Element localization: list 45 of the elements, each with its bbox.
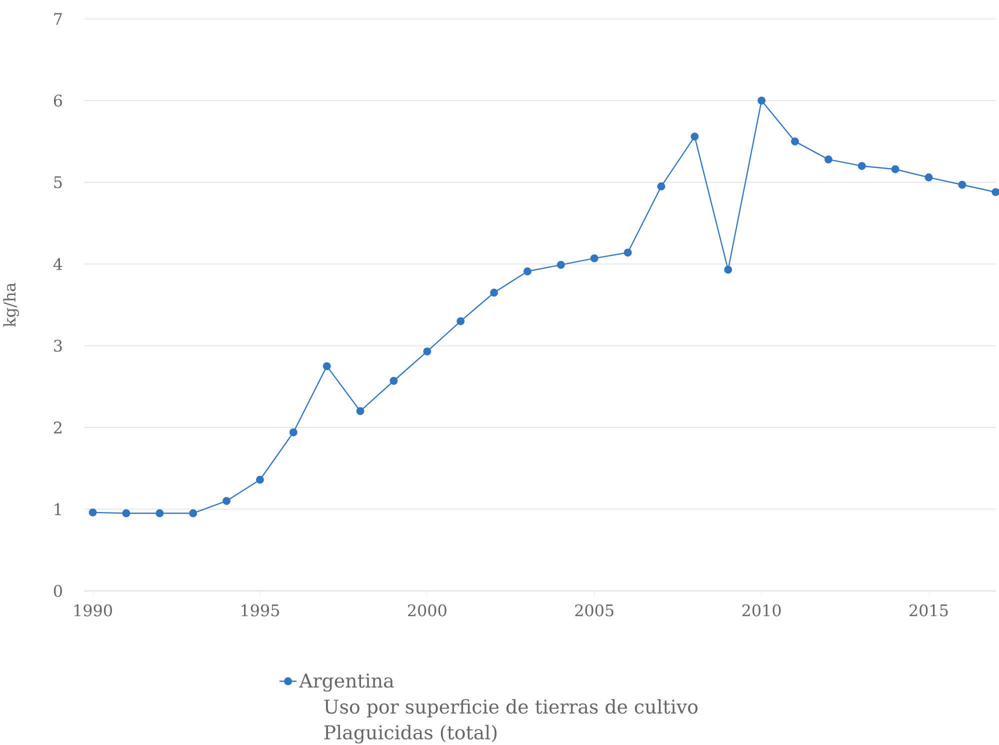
point xyxy=(490,288,498,297)
point xyxy=(924,173,933,182)
x-tick-label: 2010 xyxy=(742,604,781,616)
y-tick-label: 7 xyxy=(54,13,62,25)
y-tick-label: 6 xyxy=(54,94,62,107)
point xyxy=(256,476,264,484)
point xyxy=(88,508,97,516)
point xyxy=(690,132,699,141)
x-tick-label: 2000 xyxy=(408,604,446,616)
y-tick-label: 1 xyxy=(54,503,61,516)
legend-label: Argentina xyxy=(299,674,394,692)
x-tick-label: 2015 xyxy=(910,604,948,616)
point xyxy=(524,267,532,276)
y-tick-label: 5 xyxy=(54,176,62,188)
point xyxy=(624,248,632,257)
point xyxy=(724,266,732,274)
point xyxy=(657,182,666,190)
point xyxy=(891,165,900,174)
x-tick-label: 1995 xyxy=(242,604,279,616)
point xyxy=(423,347,432,356)
point xyxy=(824,155,832,164)
x-tick-label: 1990 xyxy=(74,604,112,616)
point xyxy=(322,362,331,370)
y-tick-label: 2 xyxy=(54,422,62,434)
point xyxy=(122,509,130,518)
point xyxy=(456,317,465,326)
point xyxy=(390,376,398,385)
y-tick-label: 0 xyxy=(54,584,62,597)
point xyxy=(958,180,966,189)
y-tick-label: 3 xyxy=(54,340,62,352)
point xyxy=(758,96,766,105)
point xyxy=(356,407,364,416)
text: Plaguicidas (total) xyxy=(324,724,497,744)
y-tick-label: 4 xyxy=(53,258,62,270)
point xyxy=(590,254,598,262)
point xyxy=(189,509,198,518)
point xyxy=(791,137,799,146)
point xyxy=(556,260,565,269)
point xyxy=(222,496,231,505)
point xyxy=(858,162,866,170)
point xyxy=(289,428,298,436)
text: Uso por superficie de tierras de cultivo xyxy=(324,699,698,718)
point xyxy=(156,509,164,518)
x-tick-label: 2005 xyxy=(575,604,614,616)
y-axis-title: kg/ha xyxy=(3,282,19,327)
